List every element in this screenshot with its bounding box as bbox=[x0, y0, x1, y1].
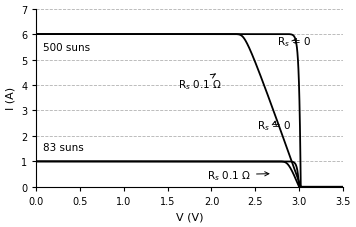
Y-axis label: I (A): I (A) bbox=[6, 87, 16, 110]
Text: 500 suns: 500 suns bbox=[43, 43, 90, 52]
Text: R$_s$ 0.1 Ω: R$_s$ 0.1 Ω bbox=[207, 168, 269, 182]
X-axis label: V (V): V (V) bbox=[176, 212, 203, 222]
Text: R$_s$ = 0: R$_s$ = 0 bbox=[277, 35, 312, 49]
Text: R$_s$ = 0: R$_s$ = 0 bbox=[257, 119, 292, 133]
Text: 83 suns: 83 suns bbox=[43, 143, 84, 153]
Text: R$_s$ 0.1 Ω: R$_s$ 0.1 Ω bbox=[178, 75, 222, 91]
